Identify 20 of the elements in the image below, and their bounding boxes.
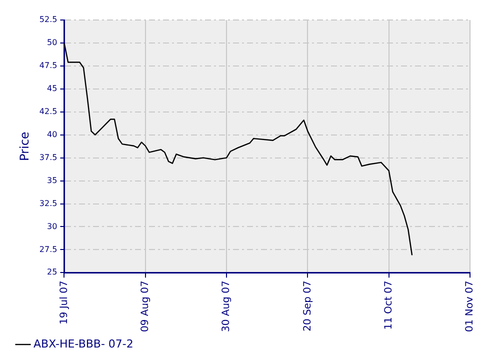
x-tick-label: 19 Jul 07 [58,280,70,325]
y-tick-label: 47.5 [39,61,58,70]
y-tick-label: 35 [47,176,58,185]
y-tick-label: 37.5 [39,152,58,162]
y-tick-label: 32.5 [39,198,58,208]
x-tick-label: 20 Sep 07 [302,280,314,332]
y-tick-label: 45 [47,84,58,93]
y-tick-label: 40 [47,130,58,139]
x-tick-label: 11 Oct 07 [383,280,394,330]
y-tick-label: 25 [47,268,58,277]
y-axis-title: Price [17,132,32,161]
y-tick-label: 52.5 [39,15,58,24]
y-tick-label: 50 [47,38,58,48]
x-tick-label: 09 Aug 07 [140,280,151,332]
y-tick-label: 27.5 [39,244,58,254]
y-tick-label: 30 [47,222,58,231]
x-tick-label: 30 Aug 07 [221,280,232,332]
y-tick-label: 42.5 [39,106,58,116]
x-tick-label: 01 Nov 07 [464,280,476,332]
legend-label: ABX-HE-BBB- 07-2 [34,337,134,350]
